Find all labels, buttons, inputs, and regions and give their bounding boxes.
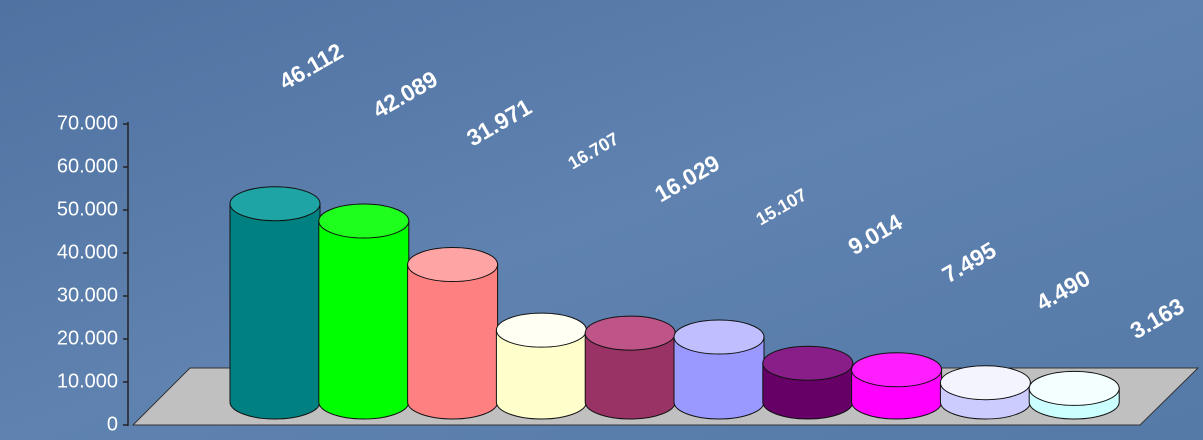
y-tick-label: 60.000 bbox=[57, 155, 118, 177]
cylinder-top bbox=[851, 352, 943, 388]
cylinder bbox=[407, 264, 499, 420]
y-tick-label: 50.000 bbox=[57, 198, 118, 220]
cylinder bbox=[495, 329, 587, 420]
cylinder-top bbox=[584, 315, 676, 351]
cylinder-top bbox=[762, 345, 854, 381]
y-tick-label: 30.000 bbox=[57, 284, 118, 306]
cylinder-top bbox=[229, 186, 321, 222]
y-tick-label: 20.000 bbox=[57, 327, 118, 349]
y-tick-label: 0 bbox=[107, 413, 118, 435]
cylinder-top bbox=[318, 203, 410, 239]
cylinder-top bbox=[939, 365, 1031, 401]
cylinder bbox=[673, 336, 765, 420]
cylinder-top bbox=[673, 319, 765, 355]
y-tick-label: 10.000 bbox=[57, 370, 118, 392]
cylinder-top bbox=[495, 312, 587, 348]
cylinder bbox=[229, 203, 321, 420]
cylinder bbox=[584, 332, 676, 420]
cylinder-top bbox=[1028, 370, 1120, 406]
y-tick-label: 40.000 bbox=[57, 241, 118, 263]
cylinder-top bbox=[407, 247, 499, 283]
y-tick-label: 70.000 bbox=[57, 112, 118, 134]
cylinder bbox=[318, 220, 410, 420]
